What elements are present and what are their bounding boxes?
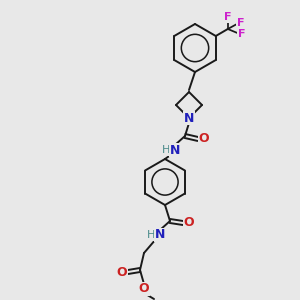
Text: F: F bbox=[238, 29, 245, 39]
Text: H: H bbox=[147, 230, 155, 240]
Text: O: O bbox=[199, 133, 209, 146]
Text: H: H bbox=[162, 145, 170, 155]
Text: O: O bbox=[117, 266, 127, 278]
Text: N: N bbox=[184, 112, 194, 124]
Text: O: O bbox=[184, 217, 194, 230]
Text: N: N bbox=[170, 143, 180, 157]
Text: N: N bbox=[155, 229, 165, 242]
Text: O: O bbox=[139, 283, 149, 296]
Text: F: F bbox=[237, 18, 244, 28]
Text: F: F bbox=[224, 12, 232, 22]
